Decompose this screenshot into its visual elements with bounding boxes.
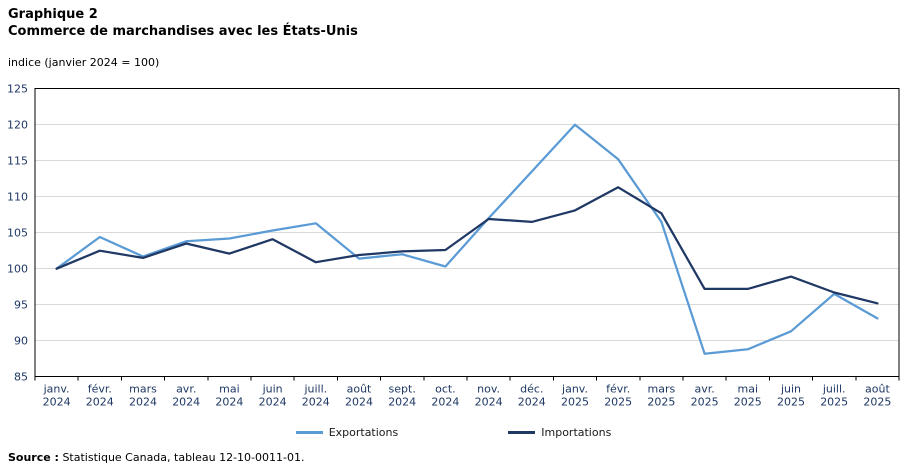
svg-text:avr.2025: avr. 2025	[691, 383, 719, 409]
svg-text:janv.2024: janv. 2024	[43, 383, 71, 409]
exportations-line	[55, 123, 879, 355]
chart-title: Commerce de marchandises avec les États-…	[8, 24, 358, 39]
svg-text:oct.2024: oct. 2024	[431, 383, 459, 409]
legend-label-importations: Importations	[541, 426, 612, 439]
svg-text:juill.2025: juill. 2025	[820, 383, 848, 409]
x-axis-ticks	[34, 376, 900, 381]
svg-text:févr.2025: févr. 2025	[604, 383, 632, 409]
svg-text:120: 120	[7, 119, 28, 132]
page-title: Graphique 2 Commerce de marchandises ave…	[8, 6, 358, 40]
svg-text:sept.2024: sept. 2024	[388, 383, 416, 409]
legend-item-importations: Importations	[508, 426, 611, 439]
svg-text:115: 115	[7, 155, 28, 168]
source-note: Source : Statistique Canada, tableau 12-…	[8, 451, 304, 464]
gridlines	[35, 124, 899, 342]
y-axis-labels: 85 90 95 100 105 110 115 120 125	[7, 83, 28, 384]
svg-text:nov.2024: nov. 2024	[475, 383, 503, 409]
svg-text:95: 95	[14, 299, 28, 312]
svg-text:avr.2024: avr. 2024	[172, 383, 200, 409]
svg-text:110: 110	[7, 191, 28, 204]
trade-index-chart: 85 90 95 100 105 110 115 120 125 janv. 2024 févr. 20…	[7, 83, 900, 409]
svg-text:juill.2024: juill. 2024	[302, 383, 330, 409]
legend-item-exportations: Exportations	[295, 426, 399, 439]
chart-number: Graphique 2	[8, 7, 98, 22]
exportations-line-swatch	[295, 431, 323, 434]
svg-text:90: 90	[14, 335, 28, 348]
source-text: Statistique Canada, tableau 12-10-0011-0…	[58, 451, 305, 464]
svg-text:125: 125	[7, 83, 28, 96]
svg-text:janv.2025: janv. 2025	[561, 383, 589, 409]
legend-label-exportations: Exportations	[328, 426, 399, 439]
svg-text:déc.2024: déc. 2024	[518, 383, 546, 409]
chart-legend: Exportations Importations	[0, 426, 907, 439]
x-axis-labels: janv. 2024 févr. 2024 mars 2024 avr. 2024 mai 202…	[43, 383, 892, 409]
importations-line-swatch	[508, 431, 536, 434]
svg-text:85: 85	[14, 371, 28, 384]
svg-text:févr.2024: févr. 2024	[86, 383, 114, 409]
importations-line	[55, 186, 879, 305]
chart-subtitle: indice (janvier 2024 = 100)	[8, 56, 160, 69]
svg-text:100: 100	[7, 263, 28, 276]
source-prefix: Source :	[8, 451, 59, 464]
svg-text:105: 105	[7, 227, 28, 240]
